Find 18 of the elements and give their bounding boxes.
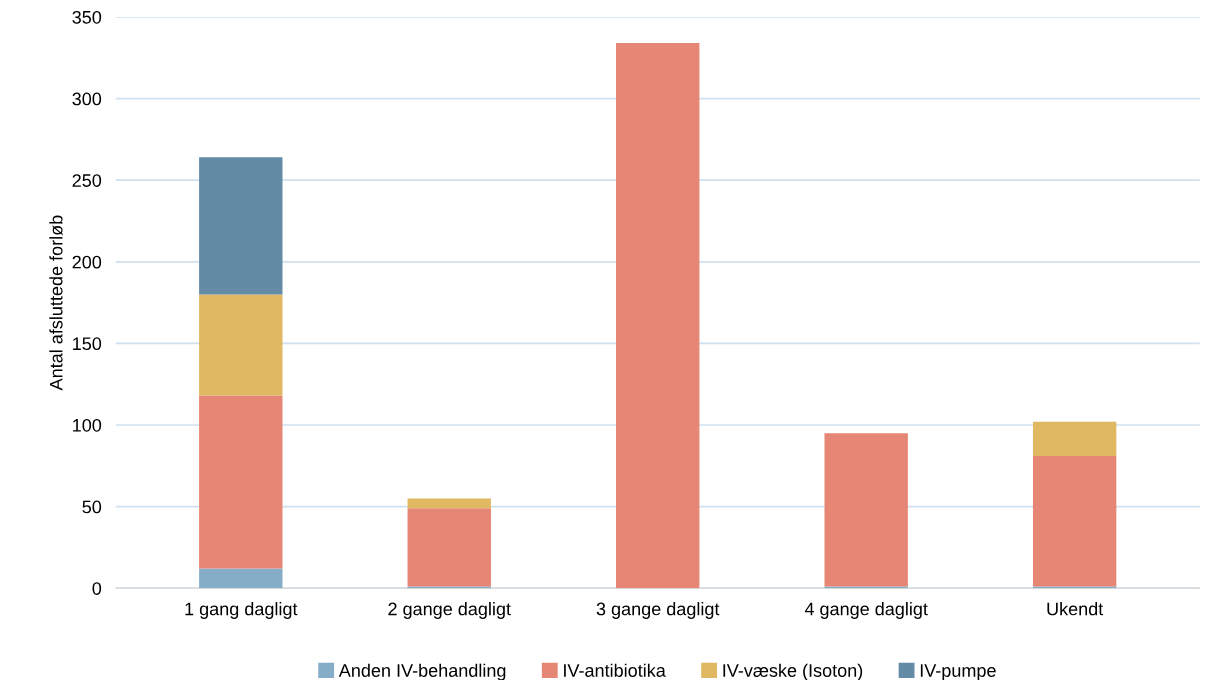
legend-label: Anden IV-behandling [338,663,506,680]
y-tick-label: 100 [73,418,102,432]
y-tick-label: 250 [72,174,102,187]
y-axis-title: Antal afsluttede forløb [49,215,63,391]
y-tick-label: 50 [82,500,102,514]
x-tick-label: 1 gang dagligt [185,602,298,619]
x-tick-label: 2 gange dagligt [388,602,511,619]
y-tick-label: 200 [72,255,102,269]
legend-label: IV-antibiotika [564,663,666,677]
legend-label: IV-væske (Isoton) [723,663,863,680]
x-tick-label: 4 gange dagligt [804,602,928,619]
y-tick-label: 0 [92,582,102,595]
x-tick-label: 3 gange dagligt [596,602,720,619]
y-tick-label: 350 [72,10,102,24]
x-tick-label: Ukendt [1047,602,1104,616]
y-tick-label: 300 [72,92,102,106]
legend-label: IV-pumpe [920,664,996,680]
y-tick-label: 150 [73,337,102,351]
